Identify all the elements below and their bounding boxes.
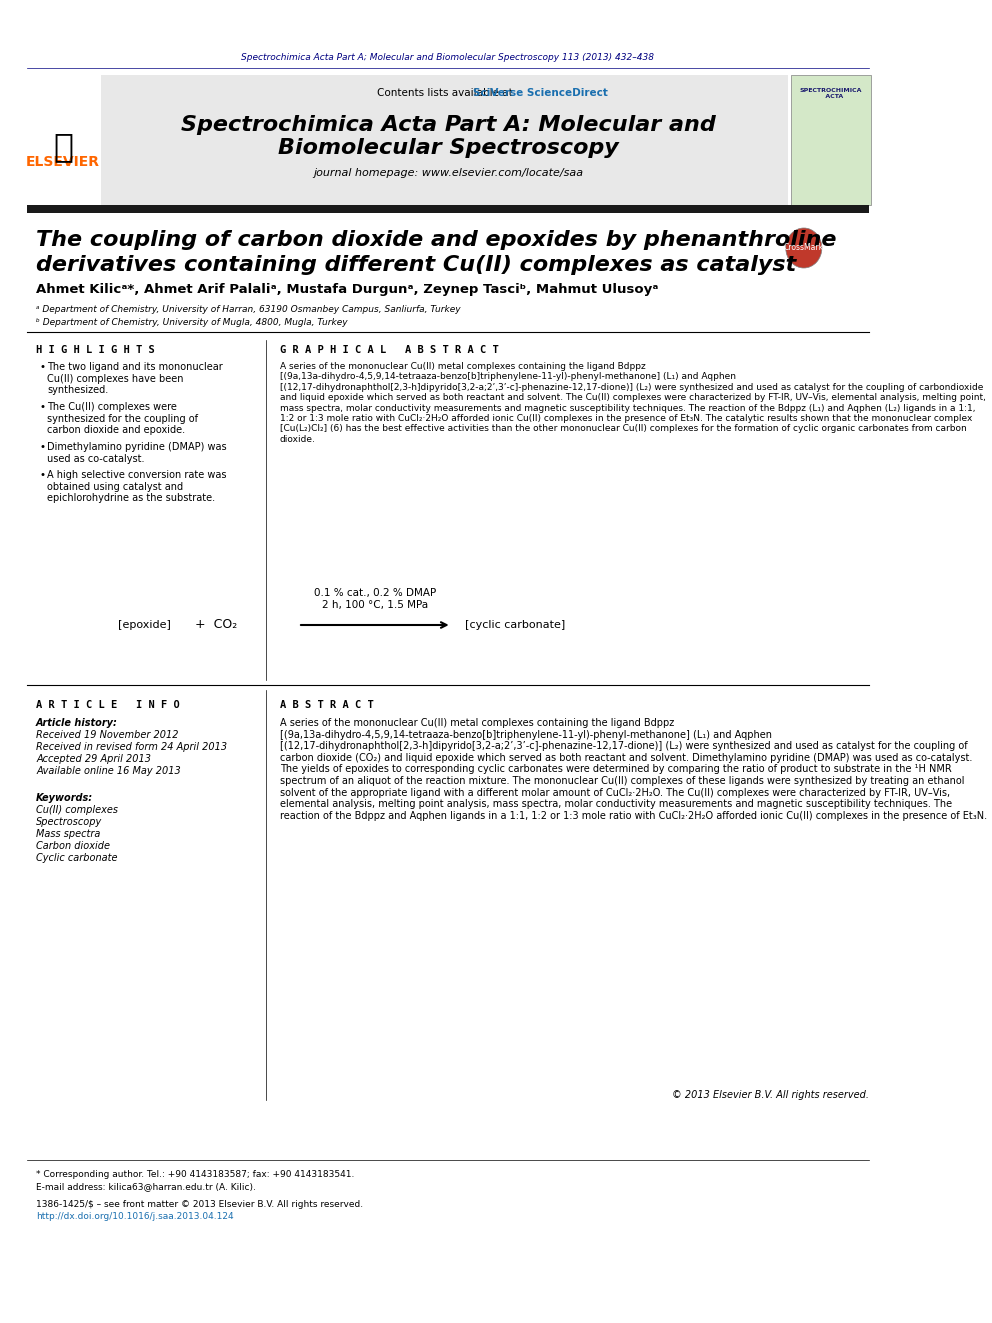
Text: * Corresponding author. Tel.: +90 4143183587; fax: +90 4143183541.: * Corresponding author. Tel.: +90 414318… — [36, 1170, 354, 1179]
Text: The Cu(II) complexes were
synthesized for the coupling of
carbon dioxide and epo: The Cu(II) complexes were synthesized fo… — [47, 402, 198, 435]
Text: CrossMark: CrossMark — [784, 243, 824, 253]
Text: Keywords:: Keywords: — [36, 792, 93, 803]
Text: A series of the mononuclear Cu(II) metal complexes containing the ligand Bdppz [: A series of the mononuclear Cu(II) metal… — [280, 363, 986, 443]
Text: http://dx.doi.org/10.1016/j.saa.2013.04.124: http://dx.doi.org/10.1016/j.saa.2013.04.… — [36, 1212, 234, 1221]
Text: A high selective conversion rate was
obtained using catalyst and
epichlorohydrin: A high selective conversion rate was obt… — [47, 470, 226, 503]
Text: •: • — [40, 470, 46, 480]
Text: Dimethylamino pyridine (DMAP) was
used as co-catalyst.: Dimethylamino pyridine (DMAP) was used a… — [47, 442, 226, 463]
Text: Cu(II) complexes: Cu(II) complexes — [36, 804, 118, 815]
FancyBboxPatch shape — [101, 75, 788, 205]
Text: •: • — [40, 442, 46, 452]
Text: Spectrochimica Acta Part A: Molecular and: Spectrochimica Acta Part A: Molecular an… — [181, 115, 715, 135]
Text: [epoxide]: [epoxide] — [118, 620, 171, 630]
Text: Biomolecular Spectroscopy: Biomolecular Spectroscopy — [278, 138, 618, 157]
Text: ELSEVIER: ELSEVIER — [26, 155, 100, 169]
Text: ᵃ Department of Chemistry, University of Harran, 63190 Osmanbey Campus, Sanliurf: ᵃ Department of Chemistry, University of… — [36, 306, 460, 314]
Text: A B S T R A C T: A B S T R A C T — [280, 700, 374, 710]
Text: A series of the mononuclear Cu(II) metal complexes containing the ligand Bdppz [: A series of the mononuclear Cu(II) metal… — [280, 718, 987, 820]
Text: Mass spectra: Mass spectra — [36, 830, 100, 839]
Text: Ahmet Kilicᵃ*, Ahmet Arif Palaliᵃ, Mustafa Durgunᵃ, Zeynep Tasciᵇ, Mahmut Ulusoy: Ahmet Kilicᵃ*, Ahmet Arif Palaliᵃ, Musta… — [36, 283, 659, 296]
Text: The coupling of carbon dioxide and epoxides by phenanthroline: The coupling of carbon dioxide and epoxi… — [36, 230, 836, 250]
Text: ᵇ Department of Chemistry, University of Mugla, 4800, Mugla, Turkey: ᵇ Department of Chemistry, University of… — [36, 318, 348, 327]
Circle shape — [786, 228, 821, 269]
Text: G R A P H I C A L   A B S T R A C T: G R A P H I C A L A B S T R A C T — [280, 345, 499, 355]
Text: Accepted 29 April 2013: Accepted 29 April 2013 — [36, 754, 151, 763]
Text: •: • — [40, 363, 46, 372]
Text: journal homepage: www.elsevier.com/locate/saa: journal homepage: www.elsevier.com/locat… — [312, 168, 583, 179]
Text: SPECTROCHIMICA
   ACTA: SPECTROCHIMICA ACTA — [800, 89, 862, 99]
Text: © 2013 Elsevier B.V. All rights reserved.: © 2013 Elsevier B.V. All rights reserved… — [672, 1090, 869, 1099]
Text: Contents lists available at: Contents lists available at — [377, 89, 519, 98]
Text: E-mail address: kilica63@harran.edu.tr (A. Kilic).: E-mail address: kilica63@harran.edu.tr (… — [36, 1181, 256, 1191]
Text: •: • — [40, 402, 46, 411]
Text: The two ligand and its mononuclear
Cu(II) complexes have been
synthesized.: The two ligand and its mononuclear Cu(II… — [47, 363, 223, 396]
Text: A R T I C L E   I N F O: A R T I C L E I N F O — [36, 700, 180, 710]
Text: H I G H L I G H T S: H I G H L I G H T S — [36, 345, 155, 355]
Text: 🌳: 🌳 — [54, 130, 73, 163]
Text: Spectrochimica Acta Part A; Molecular and Biomolecular Spectroscopy 113 (2013) 4: Spectrochimica Acta Part A; Molecular an… — [241, 53, 655, 62]
FancyBboxPatch shape — [792, 75, 871, 205]
Text: Received 19 November 2012: Received 19 November 2012 — [36, 730, 179, 740]
Text: +  CO₂: + CO₂ — [187, 618, 237, 631]
Text: derivatives containing different Cu(II) complexes as catalyst: derivatives containing different Cu(II) … — [36, 255, 797, 275]
Text: Carbon dioxide: Carbon dioxide — [36, 841, 110, 851]
Text: Cyclic carbonate: Cyclic carbonate — [36, 853, 118, 863]
Text: [cyclic carbonate]: [cyclic carbonate] — [464, 620, 564, 630]
Text: Article history:: Article history: — [36, 718, 118, 728]
Text: 1386-1425/$ – see front matter © 2013 Elsevier B.V. All rights reserved.: 1386-1425/$ – see front matter © 2013 El… — [36, 1200, 363, 1209]
Text: 0.1 % cat., 0.2 % DMAP
2 h, 100 °C, 1.5 MPa: 0.1 % cat., 0.2 % DMAP 2 h, 100 °C, 1.5 … — [313, 589, 435, 610]
Text: Available online 16 May 2013: Available online 16 May 2013 — [36, 766, 181, 777]
Text: Received in revised form 24 April 2013: Received in revised form 24 April 2013 — [36, 742, 227, 751]
Bar — [27, 205, 869, 213]
Text: SciVerse ScienceDirect: SciVerse ScienceDirect — [473, 89, 608, 98]
Text: Spectroscopy: Spectroscopy — [36, 818, 102, 827]
